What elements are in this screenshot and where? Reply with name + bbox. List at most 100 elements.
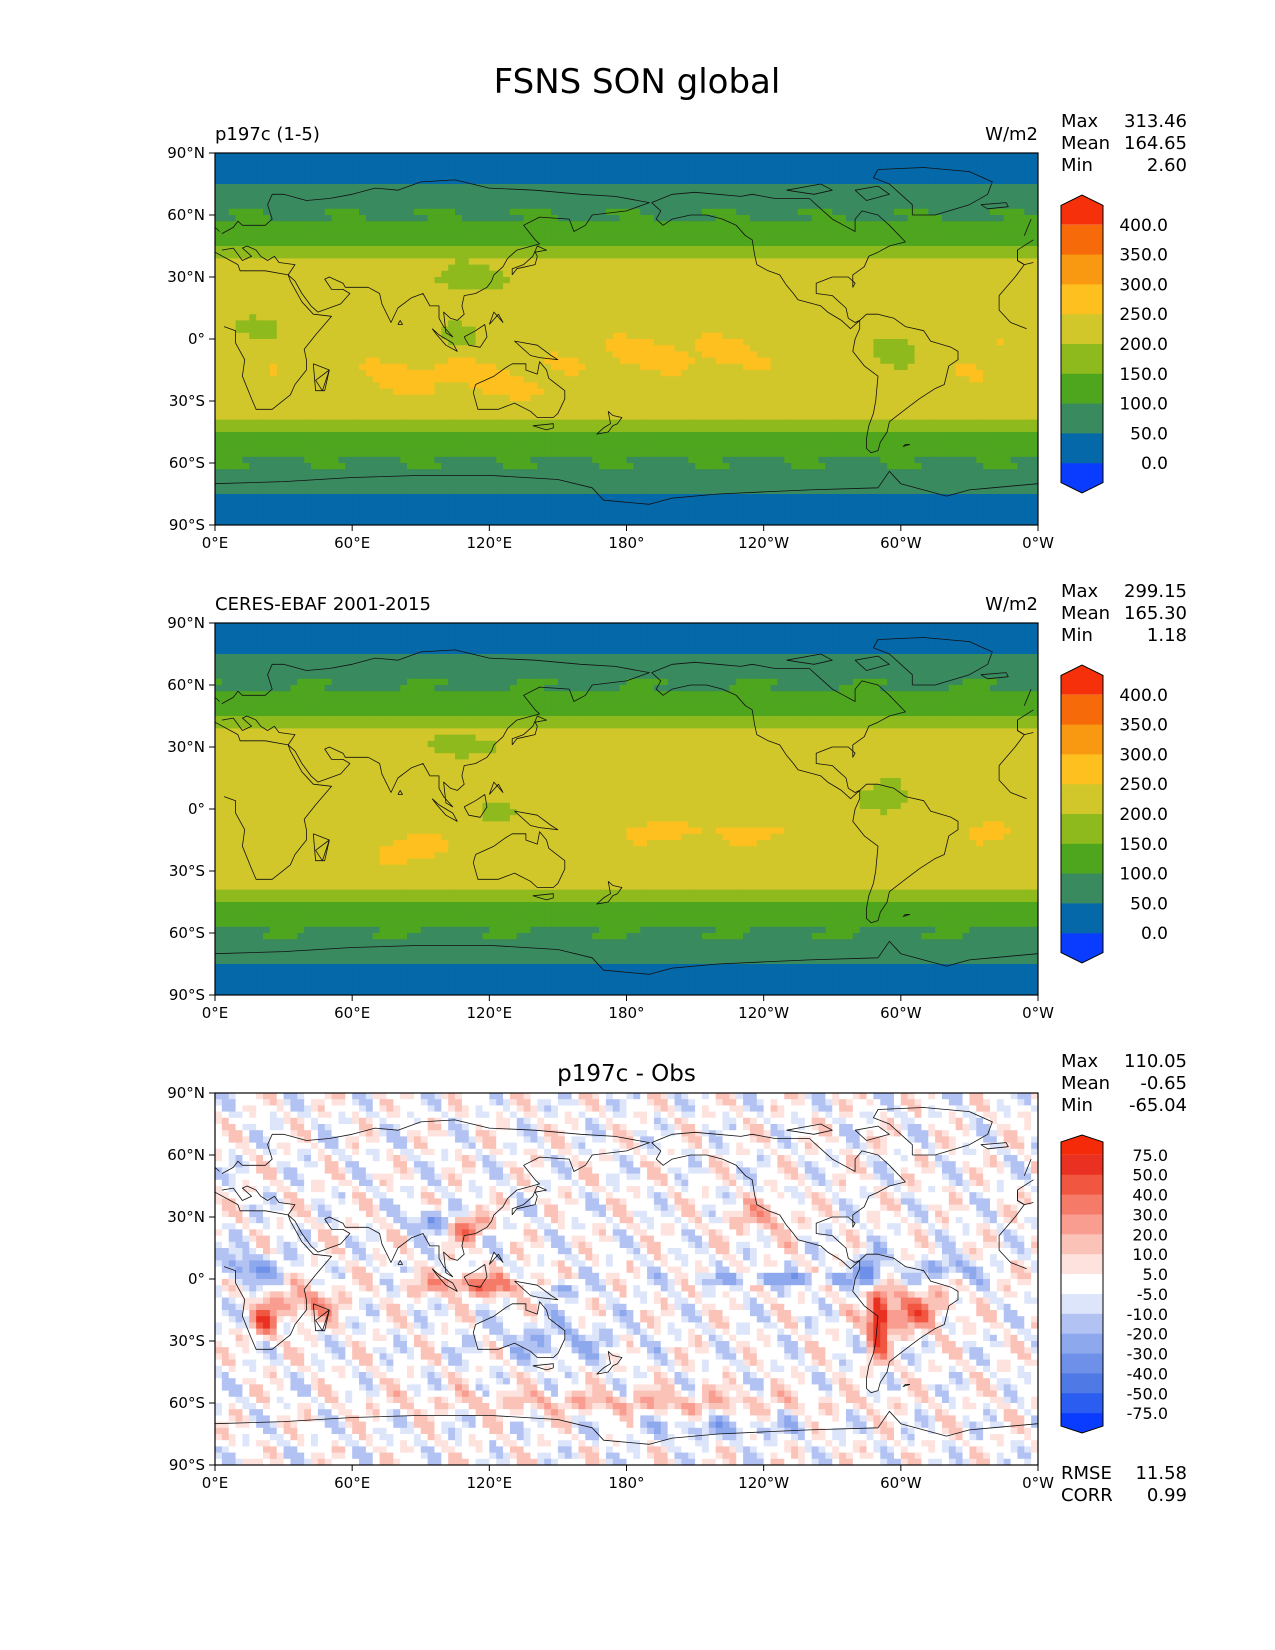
heatmap-cell: [688, 190, 696, 197]
heatmap-cell: [756, 289, 765, 297]
heatmap-cell: [564, 239, 573, 247]
heatmap-cell: [599, 301, 607, 309]
heatmap-cell: [605, 196, 614, 204]
heatmap-cell: [736, 153, 744, 160]
heatmap-cell: [633, 171, 641, 179]
heatmap-cell: [1031, 153, 1038, 160]
heatmap-cell: [701, 252, 710, 259]
heatmap-cell: [283, 171, 292, 179]
heatmap-cell: [605, 270, 614, 278]
heatmap-cell: [633, 332, 641, 340]
heatmap-cell: [468, 357, 477, 365]
heatmap-cell: [276, 258, 285, 266]
heatmap-cell: [647, 177, 655, 185]
heatmap-cell: [509, 184, 518, 191]
heatmap-cell: [242, 221, 250, 228]
heatmap-cell: [468, 345, 477, 352]
heatmap-cell: [544, 264, 552, 272]
heatmap-cell: [551, 277, 559, 284]
heatmap-cell: [269, 202, 278, 210]
heatmap-cell: [379, 314, 388, 321]
heatmap-cell: [509, 171, 518, 179]
heatmap-cell: [852, 320, 861, 328]
heatmap-cell: [221, 394, 230, 402]
heatmap-cell: [345, 332, 353, 340]
heatmap-cell: [263, 246, 271, 253]
heatmap-cell: [688, 171, 696, 179]
heatmap-cell: [221, 159, 230, 166]
heatmap-cell: [338, 239, 346, 247]
heatmap-cell: [263, 264, 271, 272]
heatmap-cell: [612, 239, 621, 247]
heatmap-cell: [441, 283, 449, 290]
heatmap-cell: [804, 351, 813, 359]
heatmap-cell: [386, 326, 394, 334]
heatmap-cell: [715, 153, 724, 160]
heatmap-cell: [941, 239, 950, 247]
heatmap-cell: [1024, 227, 1032, 235]
heatmap-cell: [852, 258, 861, 266]
heatmap-cell: [276, 196, 285, 204]
heatmap-cell: [996, 370, 1005, 377]
heatmap-cell: [407, 246, 415, 253]
heatmap-cell: [242, 202, 250, 210]
heatmap-cell: [263, 314, 271, 321]
heatmap-cell: [413, 153, 422, 160]
heatmap-cell: [887, 252, 895, 259]
heatmap-cell: [996, 283, 1005, 290]
heatmap-cell: [784, 363, 792, 371]
heatmap-cell: [386, 153, 394, 160]
heatmap-cell: [571, 165, 580, 173]
heatmap-cell: [674, 339, 682, 346]
heatmap-cell: [887, 351, 895, 359]
heatmap-cell: [304, 332, 312, 340]
heatmap-cell: [1017, 332, 1025, 340]
heatmap-cell: [626, 370, 634, 377]
heatmap-cell: [729, 270, 737, 278]
heatmap-cell: [640, 227, 648, 235]
heatmap-cell: [791, 177, 799, 185]
heatmap-cell: [681, 277, 689, 284]
heatmap-cell: [907, 382, 916, 390]
heatmap-cell: [763, 215, 772, 222]
heatmap-cell: [530, 221, 538, 228]
heatmap-cell: [887, 227, 895, 235]
heatmap-cell: [496, 301, 504, 309]
heatmap-cell: [941, 171, 950, 179]
heatmap-cell: [701, 196, 710, 204]
heatmap-cell: [722, 357, 730, 365]
heatmap-cell: [228, 190, 237, 197]
heatmap-cell: [297, 332, 305, 340]
heatmap-cell: [544, 221, 552, 228]
heatmap-cell: [290, 357, 298, 365]
heatmap-cell: [489, 301, 497, 309]
heatmap-cell: [571, 339, 580, 346]
heatmap-cell: [804, 388, 813, 396]
heatmap-cell: [249, 264, 257, 272]
heatmap-cell: [379, 301, 388, 309]
heatmap-cell: [249, 252, 257, 259]
heatmap-cell: [455, 208, 463, 216]
heatmap-cell: [969, 246, 977, 253]
heatmap-cell: [948, 332, 957, 340]
heatmap-cell: [516, 252, 525, 259]
heatmap-cell: [516, 233, 525, 241]
heatmap-cell: [722, 227, 730, 235]
heatmap-cell: [283, 382, 292, 390]
heatmap-cell: [605, 345, 614, 352]
heatmap-cell: [523, 283, 532, 290]
heatmap-cell: [530, 202, 538, 210]
heatmap-cell: [996, 351, 1005, 359]
heatmap-cell: [585, 301, 593, 309]
heatmap-cell: [228, 184, 237, 191]
heatmap-cell: [955, 159, 964, 166]
heatmap-cell: [221, 407, 230, 414]
heatmap-cell: [996, 202, 1005, 210]
heatmap-cell: [818, 196, 826, 204]
heatmap-cell: [935, 357, 943, 365]
heatmap-cell: [866, 277, 874, 284]
heatmap-cell: [372, 351, 381, 359]
heatmap-cell: [420, 233, 429, 241]
heatmap-cell: [825, 345, 833, 352]
heatmap-cell: [674, 401, 682, 408]
